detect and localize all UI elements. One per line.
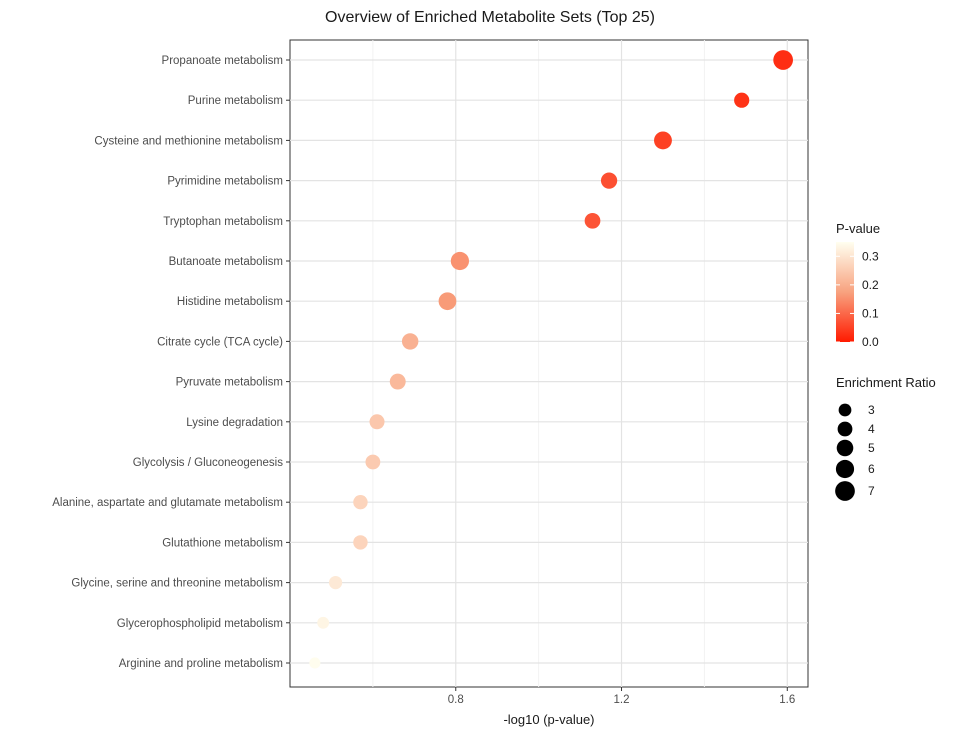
data-point — [328, 576, 343, 590]
y-tick-label: Cysteine and methionine metabolism — [94, 135, 283, 147]
data-point — [353, 535, 368, 550]
y-tick-label: Citrate cycle (TCA cycle) — [157, 336, 283, 348]
data-point — [369, 414, 385, 430]
chart-title: Overview of Enriched Metabolite Sets (To… — [325, 9, 655, 26]
pvalue-tick-label: 0.3 — [862, 249, 879, 263]
data-point — [365, 454, 381, 470]
data-point — [353, 494, 368, 510]
data-point — [438, 292, 457, 311]
gridlines — [290, 40, 808, 687]
y-axis-labels: Propanoate metabolism Purine metabolism Cy… — [52, 55, 290, 670]
y-tick-label: Histidine metabolism — [177, 296, 283, 308]
pvalue-tick-label: 0.1 — [862, 306, 879, 320]
y-tick-label: Lysine degradation — [186, 417, 283, 429]
data-point — [389, 373, 406, 390]
pvalue-legend-title: P-value — [836, 221, 880, 236]
data-point — [773, 50, 793, 70]
data-point — [450, 251, 470, 271]
y-tick-label: Pyrimidine metabolism — [167, 176, 283, 188]
size-legend-dot — [838, 403, 852, 417]
y-tick-label: Purine metabolism — [188, 95, 283, 107]
y-tick-label: Glycine, serine and threonine metabolism — [71, 578, 283, 590]
size-legend-dot — [836, 439, 854, 457]
pvalue-tick-label: 0.0 — [862, 335, 879, 349]
y-tick-label: Propanoate metabolism — [162, 55, 283, 67]
size-legend-dot — [835, 459, 855, 479]
y-tick-label: Glutathione metabolism — [162, 537, 283, 549]
x-axis: 0.8 1.2 1.6 — [448, 687, 795, 706]
size-legend-label: 6 — [868, 462, 875, 476]
pvalue-colorbar — [836, 242, 854, 342]
pvalue-legend: P-value 0.3 0.2 0.1 0.0 — [836, 221, 880, 349]
pvalue-tick-label: 0.2 — [862, 278, 879, 292]
y-tick-label: Alanine, aspartate and glutamate metabol… — [52, 497, 283, 509]
data-points — [309, 50, 793, 669]
size-legend-label: 3 — [868, 403, 875, 417]
data-point — [654, 131, 672, 150]
size-legend-label: 5 — [868, 441, 875, 455]
x-tick-label: 1.6 — [779, 694, 795, 706]
x-tick-label: 1.2 — [614, 694, 630, 706]
size-legend-dot — [835, 481, 855, 501]
data-point — [600, 172, 618, 189]
y-tick-label: Tryptophan metabolism — [163, 216, 283, 228]
y-tick-label: Glycolysis / Gluconeogenesis — [133, 457, 283, 469]
y-tick-label: Pyruvate metabolism — [176, 377, 283, 389]
size-legend-title: Enrichment Ratio — [836, 375, 936, 390]
data-point — [309, 657, 321, 669]
size-legend-label: 7 — [868, 484, 875, 498]
data-point — [401, 333, 419, 350]
data-point — [734, 92, 750, 108]
size-legend-dot — [837, 421, 853, 437]
data-point — [317, 616, 330, 629]
x-tick-label: 0.8 — [448, 694, 464, 706]
y-tick-label: Glycerophospholipid metabolism — [117, 618, 283, 630]
data-point — [584, 212, 601, 229]
plot-panel — [289, 39, 809, 688]
size-legend-label: 4 — [868, 422, 875, 436]
x-axis-title: -log10 (p-value) — [503, 712, 594, 727]
size-legend: Enrichment Ratio 3 4 5 6 7 — [835, 375, 936, 501]
y-tick-label: Arginine and proline metabolism — [119, 658, 283, 670]
y-tick-label: Butanoate metabolism — [169, 256, 283, 268]
